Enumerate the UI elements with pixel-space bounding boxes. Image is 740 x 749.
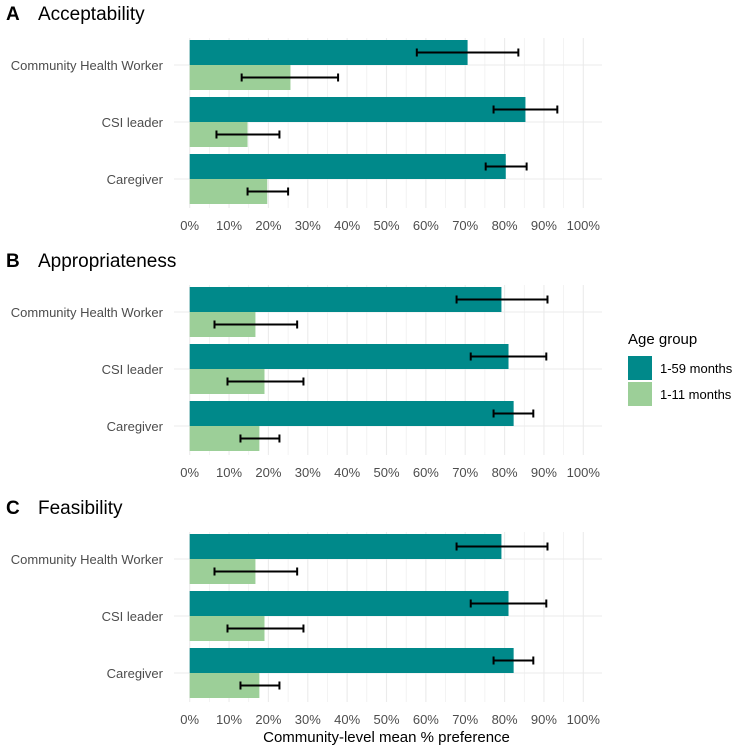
bar-1-59-months: [189, 154, 506, 179]
category-label: Community Health Worker: [11, 58, 164, 73]
x-tick-label: 10%: [216, 712, 242, 727]
x-tick-label: 80%: [492, 218, 518, 233]
category-label: Caregiver: [107, 666, 164, 681]
bar-1-59-months: [189, 401, 514, 426]
panel-letter: B: [6, 251, 20, 272]
legend: Age group 1-59 months 1-11 months: [628, 331, 733, 406]
x-tick-label: 90%: [531, 712, 557, 727]
bar-1-59-months: [189, 344, 509, 369]
legend-label: 1-59 months: [660, 361, 733, 376]
x-tick-label: 80%: [492, 712, 518, 727]
category-label: Caregiver: [107, 172, 164, 187]
legend-label: 1-11 months: [660, 387, 732, 402]
bar-1-59-months: [189, 287, 502, 312]
x-tick-label: 70%: [452, 465, 478, 480]
x-tick-label: 60%: [413, 465, 439, 480]
x-tick-label: 10%: [216, 465, 242, 480]
category-label: CSI leader: [102, 115, 164, 130]
x-tick-label: 50%: [373, 218, 399, 233]
x-tick-label: 60%: [413, 712, 439, 727]
x-tick-label: 0%: [180, 465, 199, 480]
bar-1-59-months: [189, 534, 502, 559]
x-tick-label: 20%: [255, 218, 281, 233]
bar-1-59-months: [189, 648, 514, 673]
x-tick-label: 70%: [452, 712, 478, 727]
panel-title: Acceptability: [38, 4, 145, 25]
x-tick-label: 80%: [492, 465, 518, 480]
panel-letter: A: [6, 4, 20, 25]
x-tick-label: 20%: [255, 465, 281, 480]
x-tick-label: 60%: [413, 218, 439, 233]
panel-letter: C: [6, 498, 20, 519]
panel-A: A Acceptability Community Health Worker CSI…: [6, 4, 602, 233]
x-tick-label: 100%: [567, 218, 601, 233]
category-label: CSI leader: [102, 362, 164, 377]
category-label: Community Health Worker: [11, 305, 164, 320]
x-tick-label: 0%: [180, 712, 199, 727]
x-tick-label: 10%: [216, 218, 242, 233]
x-tick-label: 40%: [334, 465, 360, 480]
category-label: Community Health Worker: [11, 552, 164, 567]
category-label: CSI leader: [102, 609, 164, 624]
panel-title: Feasibility: [38, 498, 123, 519]
x-tick-label: 30%: [295, 218, 321, 233]
x-tick-label: 100%: [567, 465, 601, 480]
x-tick-label: 40%: [334, 712, 360, 727]
x-tick-label: 50%: [373, 712, 399, 727]
x-tick-label: 90%: [531, 465, 557, 480]
x-tick-label: 20%: [255, 712, 281, 727]
panel-B: B Appropriateness Community Health Worker C…: [6, 251, 602, 480]
x-tick-label: 30%: [295, 465, 321, 480]
x-axis-label: Community-level mean % preference: [263, 729, 510, 746]
bar-1-59-months: [189, 97, 526, 122]
x-tick-label: 90%: [531, 218, 557, 233]
x-tick-label: 70%: [452, 218, 478, 233]
category-label: Caregiver: [107, 419, 164, 434]
x-tick-label: 30%: [295, 712, 321, 727]
panel-title: Appropriateness: [38, 251, 176, 272]
legend-swatch: [628, 382, 652, 406]
legend-title: Age group: [628, 331, 697, 348]
x-tick-label: 40%: [334, 218, 360, 233]
legend-swatch: [628, 356, 652, 380]
x-tick-label: 100%: [567, 712, 601, 727]
bar-1-59-months: [189, 591, 509, 616]
x-tick-label: 0%: [180, 218, 199, 233]
x-tick-label: 50%: [373, 465, 399, 480]
panel-C: C Feasibility Community Health Worker CSI l…: [6, 498, 602, 746]
